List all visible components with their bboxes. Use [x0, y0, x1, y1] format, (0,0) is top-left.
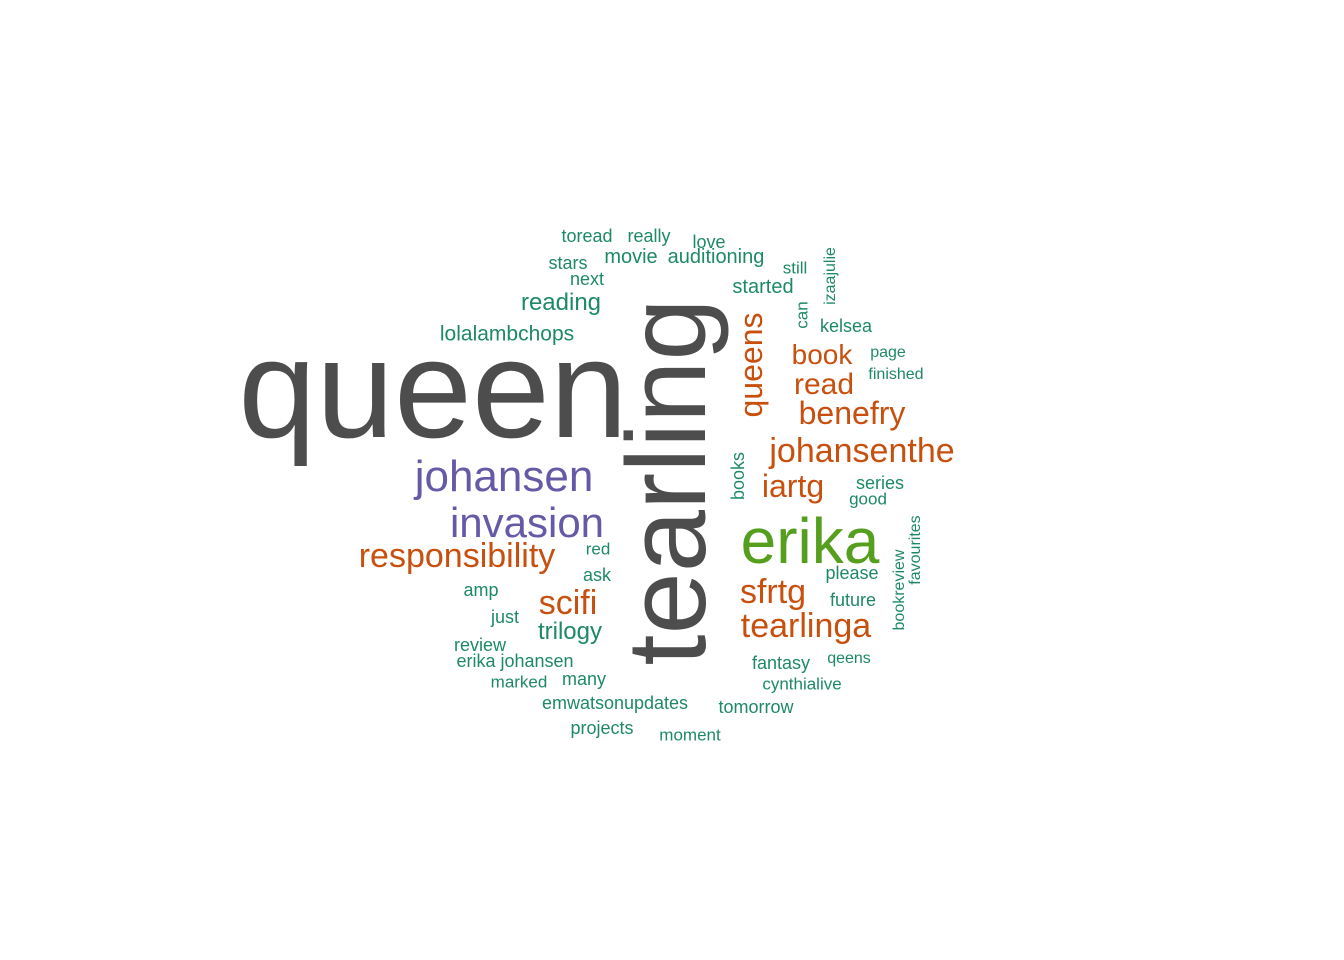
word-marked: marked: [490, 672, 548, 692]
word-still: still: [782, 258, 808, 278]
word-iartg: iartg: [761, 468, 825, 504]
word-queens: queens: [733, 312, 769, 418]
word-qeens: qeens: [827, 650, 871, 667]
word-can: can: [792, 301, 812, 329]
word-responsibility: responsibility: [358, 537, 556, 575]
word-love: love: [692, 232, 726, 252]
word-next: next: [569, 269, 605, 289]
word-future: future: [829, 590, 877, 610]
word-tomorrow: tomorrow: [718, 697, 794, 717]
word-favourites: favourites: [907, 515, 924, 585]
word-finished: finished: [868, 366, 924, 383]
word-toread: toread: [561, 226, 613, 246]
word-benefry: benefry: [798, 395, 906, 431]
word-queen: queen: [238, 310, 628, 467]
word-johansen: johansen: [414, 452, 594, 501]
word-tearling: tearling: [604, 298, 729, 666]
word-moment: moment: [659, 725, 721, 745]
word-tearlinga: tearlinga: [740, 607, 872, 645]
word-started: started: [732, 276, 794, 298]
word-johansenthe: johansenthe: [769, 432, 955, 470]
word-emwatsonupdates: emwatsonupdates: [541, 693, 689, 713]
word-kelsea: kelsea: [819, 316, 873, 336]
word-bookreview: bookreview: [891, 549, 908, 631]
word-scifi: scifi: [538, 584, 598, 622]
word-fantasy: fantasy: [751, 653, 811, 673]
word-erika-johansen: erika johansen: [456, 651, 574, 671]
word-trilogy: trilogy: [537, 618, 603, 645]
word-lolalambchops: lolalambchops: [439, 322, 575, 346]
word-please: please: [825, 563, 879, 583]
word-movie: movie: [604, 246, 658, 268]
word-books: books: [728, 451, 748, 501]
word-invasion: invasion: [449, 499, 605, 546]
word-auditioning: auditioning: [667, 246, 765, 268]
word-reading: reading: [520, 289, 602, 316]
word-ask: ask: [582, 565, 612, 585]
word-book: book: [791, 339, 853, 370]
word-good: good: [849, 489, 887, 509]
word-page: page: [870, 344, 906, 361]
word-cynthialive: cynthialive: [762, 674, 842, 694]
word-stars: stars: [548, 253, 588, 273]
word-review: review: [453, 635, 507, 655]
word-just: just: [490, 607, 520, 627]
word-red: red: [585, 539, 611, 559]
word-amp: amp: [463, 580, 499, 600]
word-projects: projects: [570, 718, 634, 738]
word-series: series: [855, 473, 905, 493]
word-erika: erika: [740, 505, 880, 577]
word-really: really: [627, 226, 671, 246]
word-sfrtg: sfrtg: [739, 573, 807, 611]
word-many: many: [561, 669, 607, 689]
word-read: read: [793, 368, 855, 401]
word-izaajulie: izaajulie: [822, 247, 839, 305]
